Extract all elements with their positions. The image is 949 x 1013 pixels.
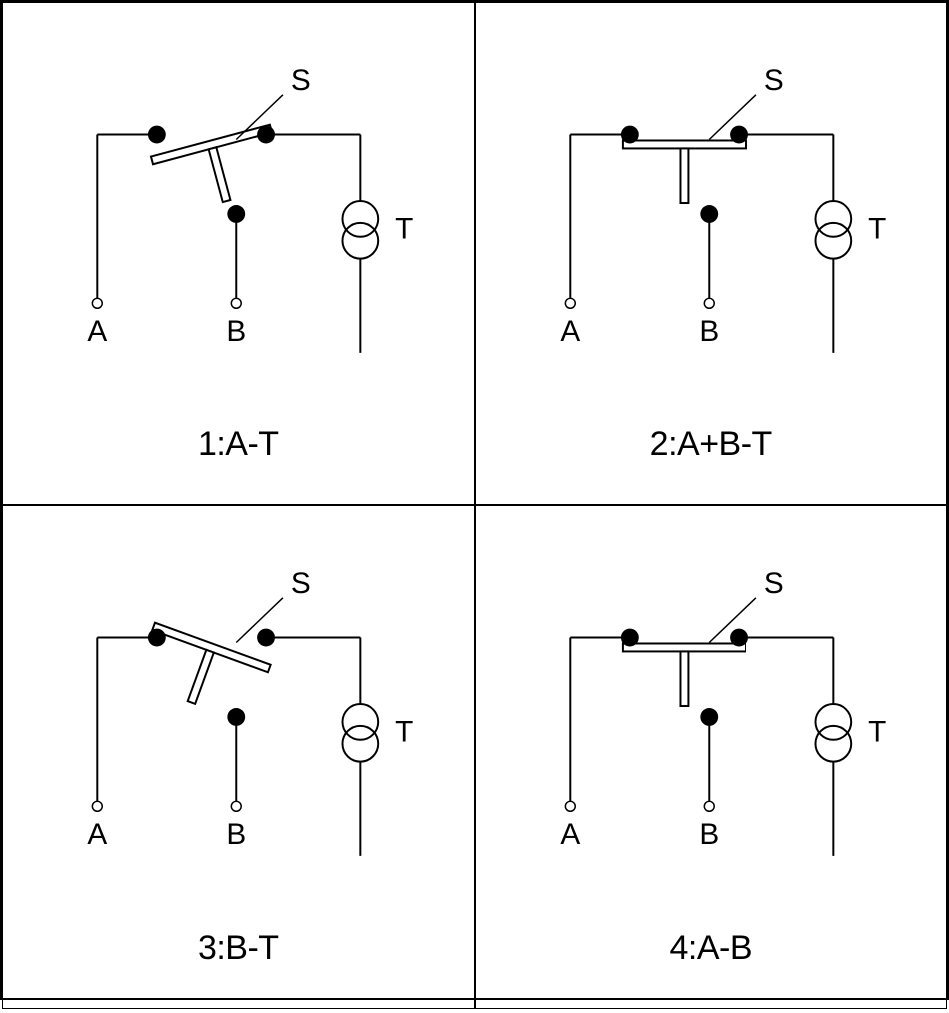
svg-text:A: A — [87, 818, 107, 851]
svg-text:T: T — [868, 716, 886, 749]
svg-text:S: S — [763, 64, 783, 97]
caption-4: 4:A-B — [669, 929, 752, 968]
diagram-grid: A B T S 1:A-T A B T S 2:A+B-T A B T S 3:B-T A B T S … — [0, 0, 949, 1000]
svg-text:T: T — [395, 716, 413, 749]
svg-text:B: B — [226, 315, 246, 348]
svg-text:T: T — [868, 213, 886, 246]
svg-text:S: S — [763, 567, 783, 600]
svg-text:B: B — [699, 315, 719, 348]
svg-text:B: B — [699, 818, 719, 851]
panel-1: A B T S 1:A-T — [2, 2, 475, 505]
svg-text:B: B — [226, 818, 246, 851]
caption-2: 2:A+B-T — [650, 425, 772, 464]
caption-3: 3:B-T — [198, 929, 279, 968]
panel-4: A B T S 4:A-B — [475, 505, 948, 1008]
panel-3: A B T S 3:B-T — [2, 505, 475, 1008]
svg-text:S: S — [291, 567, 311, 600]
panel-2: A B T S 2:A+B-T — [475, 2, 948, 505]
svg-text:A: A — [87, 315, 107, 348]
svg-text:A: A — [560, 818, 580, 851]
svg-text:S: S — [291, 64, 311, 97]
svg-text:A: A — [560, 315, 580, 348]
caption-1: 1:A-T — [198, 425, 279, 464]
svg-text:T: T — [395, 213, 413, 246]
